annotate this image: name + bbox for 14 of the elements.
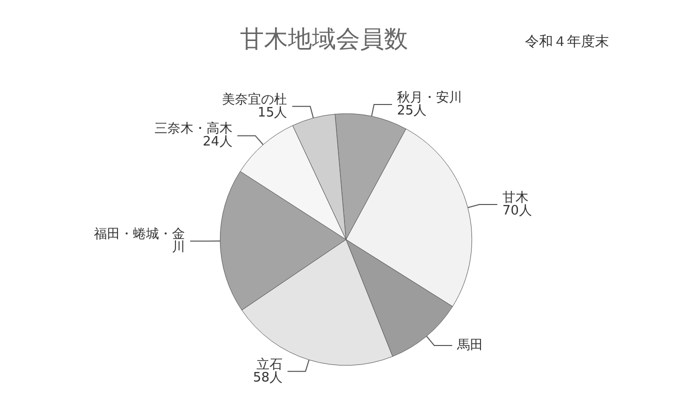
slice-label: 立石 xyxy=(256,356,283,372)
data-label: 70人 xyxy=(502,204,532,219)
slice-label: 馬田 xyxy=(456,338,484,353)
slice-label: 美奈宜の杜 xyxy=(222,91,288,108)
data-label: 24人 xyxy=(202,134,232,150)
text: 令和４年度末 xyxy=(525,34,609,50)
slice-label: 甘木 xyxy=(502,190,528,206)
data-label: 25人 xyxy=(397,104,427,119)
slice-label: 三奈木・高木 xyxy=(154,120,232,137)
data-label: 15人 xyxy=(258,105,288,120)
slice-label: 福田・蜷城・金川 xyxy=(94,227,186,256)
data-label: 58人 xyxy=(252,370,283,386)
chart-title: 甘木地域会員数 xyxy=(240,25,408,53)
slice-label: 秋月・安川 xyxy=(397,90,462,106)
